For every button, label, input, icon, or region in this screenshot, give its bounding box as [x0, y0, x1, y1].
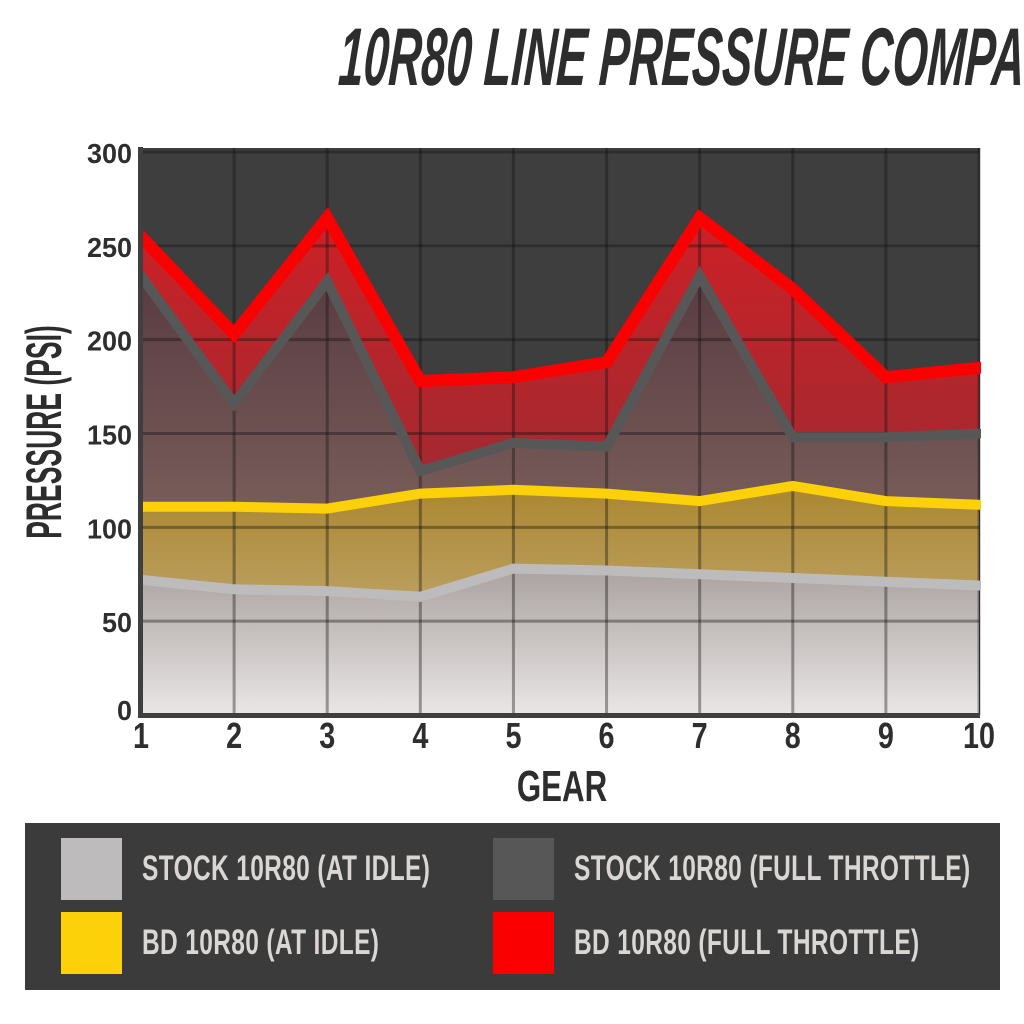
- legend-item-bd-wot: BD 10R80 (FULL THROTTLE): [493, 912, 1024, 974]
- legend-swatch-bd-idle: [61, 912, 122, 974]
- x-axis-title: GEAR: [498, 762, 625, 812]
- x-tick-label: 7: [692, 715, 708, 756]
- area-stock-idle: [141, 568, 979, 715]
- legend-swatch-stock-idle: [61, 838, 122, 900]
- line-bd-idle: [140, 480, 981, 514]
- x-tick-label: 8: [785, 715, 801, 756]
- x-tick-label: 10: [963, 715, 995, 756]
- x-tick-label: 9: [878, 715, 894, 756]
- gridlines: [141, 148, 981, 715]
- legend-label-bd-wot: BD 10R80 (FULL THROTTLE): [574, 923, 920, 962]
- legend-item-bd-idle: BD 10R80 (AT IDLE): [61, 912, 481, 974]
- legend-swatch-bd-wot: [493, 912, 554, 974]
- x-tick-label: 2: [226, 715, 242, 756]
- y-tick-label: 100: [87, 513, 132, 544]
- y-tick-label: 150: [87, 420, 132, 451]
- legend-label-bd-idle: BD 10R80 (AT IDLE): [142, 923, 380, 962]
- x-axis-title-text: GEAR: [516, 762, 608, 811]
- line-stock-full-throttle: [140, 265, 981, 478]
- y-tick-label: 200: [87, 326, 132, 357]
- x-tick-label: 6: [599, 715, 615, 756]
- x-tick-label: 5: [505, 715, 521, 756]
- legend-item-stock-wot: STOCK 10R80 (FULL THROTTLE): [493, 838, 1024, 900]
- series-lines: [140, 207, 981, 602]
- legend-label-stock-idle: STOCK 10R80 (AT IDLE): [142, 849, 431, 888]
- y-tick-labels: 0 50 100 150 200 250 300: [87, 138, 132, 726]
- x-tick-label: 4: [412, 715, 428, 756]
- legend: STOCK 10R80 (AT IDLE) STOCK 10R80 (FULL T…: [25, 823, 1000, 990]
- x-tick-label: 3: [319, 715, 335, 756]
- line-stock-idle: [140, 563, 981, 602]
- area-bd-idle: [141, 486, 979, 597]
- x-tick-labels: 1 2 3 4 5 6 7 8 9 10: [133, 715, 995, 756]
- line-bd-full-throttle: [140, 207, 981, 388]
- area-bd-full-throttle: [141, 217, 979, 471]
- legend-item-stock-idle: STOCK 10R80 (AT IDLE): [61, 838, 554, 900]
- y-tick-label: 300: [87, 138, 132, 169]
- legend-label-stock-wot: STOCK 10R80 (FULL THROTTLE): [574, 849, 971, 888]
- legend-swatch-stock-wot: [493, 838, 554, 900]
- y-tick-label: 50: [102, 607, 132, 638]
- x-tick-label: 1: [133, 715, 149, 756]
- y-tick-label: 0: [117, 695, 132, 726]
- line-pressure-chart: 0 50 100 150 200 250 300 1 2 3 4 5 6 7 8 9 10: [87, 138, 995, 756]
- y-tick-label: 250: [87, 232, 132, 263]
